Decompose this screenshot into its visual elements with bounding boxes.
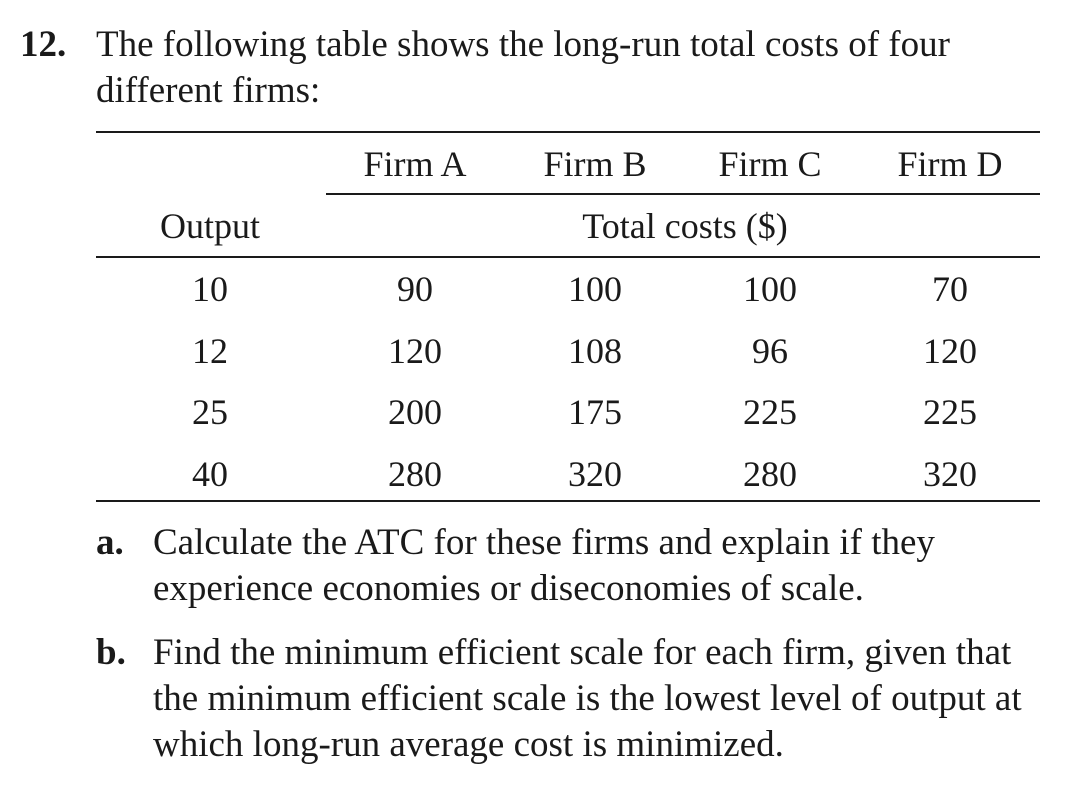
cell-firm-d: 225: [923, 392, 977, 432]
sub-question-a: a. Calculate the ATC for these firms and…: [96, 520, 1056, 630]
cell-firm-b: 320: [568, 454, 622, 494]
sub-questions: a. Calculate the ATC for these firms and…: [96, 520, 1056, 765]
cell-firm-b: 100: [568, 269, 622, 309]
cell-firm-d: 320: [923, 454, 977, 494]
sub-question-label: a.: [96, 522, 124, 563]
header-total-costs: Total costs ($): [582, 206, 788, 246]
cell-firm-c: 280: [743, 454, 797, 494]
table-header-rule: [96, 256, 1040, 258]
sub-question-text: Calculate the ATC for these firms and ex…: [153, 522, 935, 609]
firm-header-rule: [326, 193, 1040, 195]
cell-firm-a: 200: [388, 392, 442, 432]
question-text: The following table shows the long-run t…: [96, 24, 950, 111]
table-top-rule: [96, 131, 1040, 133]
header-firm-b: Firm B: [543, 144, 647, 184]
sub-question-text: Find the minimum efficient scale for eac…: [153, 632, 1022, 765]
header-firm-c: Firm C: [718, 144, 822, 184]
cell-firm-b: 108: [568, 331, 622, 371]
cell-firm-b: 175: [568, 392, 622, 432]
cell-firm-a: 90: [397, 269, 433, 309]
cell-firm-a: 120: [388, 331, 442, 371]
cell-firm-d: 70: [932, 269, 968, 309]
table-bottom-rule: [96, 500, 1040, 502]
cell-firm-c: 96: [752, 331, 788, 371]
cell-output: 10: [192, 269, 228, 309]
header-firm-d: Firm D: [897, 144, 1003, 184]
cell-output: 12: [192, 331, 228, 371]
cell-firm-d: 120: [923, 331, 977, 371]
cell-firm-c: 225: [743, 392, 797, 432]
header-firm-a: Firm A: [363, 144, 467, 184]
sub-question-label: b.: [96, 632, 126, 673]
cell-output: 40: [192, 454, 228, 494]
question-number: 12.: [20, 24, 67, 65]
cell-output: 25: [192, 392, 228, 432]
header-output: Output: [159, 206, 260, 246]
cell-firm-c: 100: [743, 269, 797, 309]
cell-firm-a: 280: [388, 454, 442, 494]
